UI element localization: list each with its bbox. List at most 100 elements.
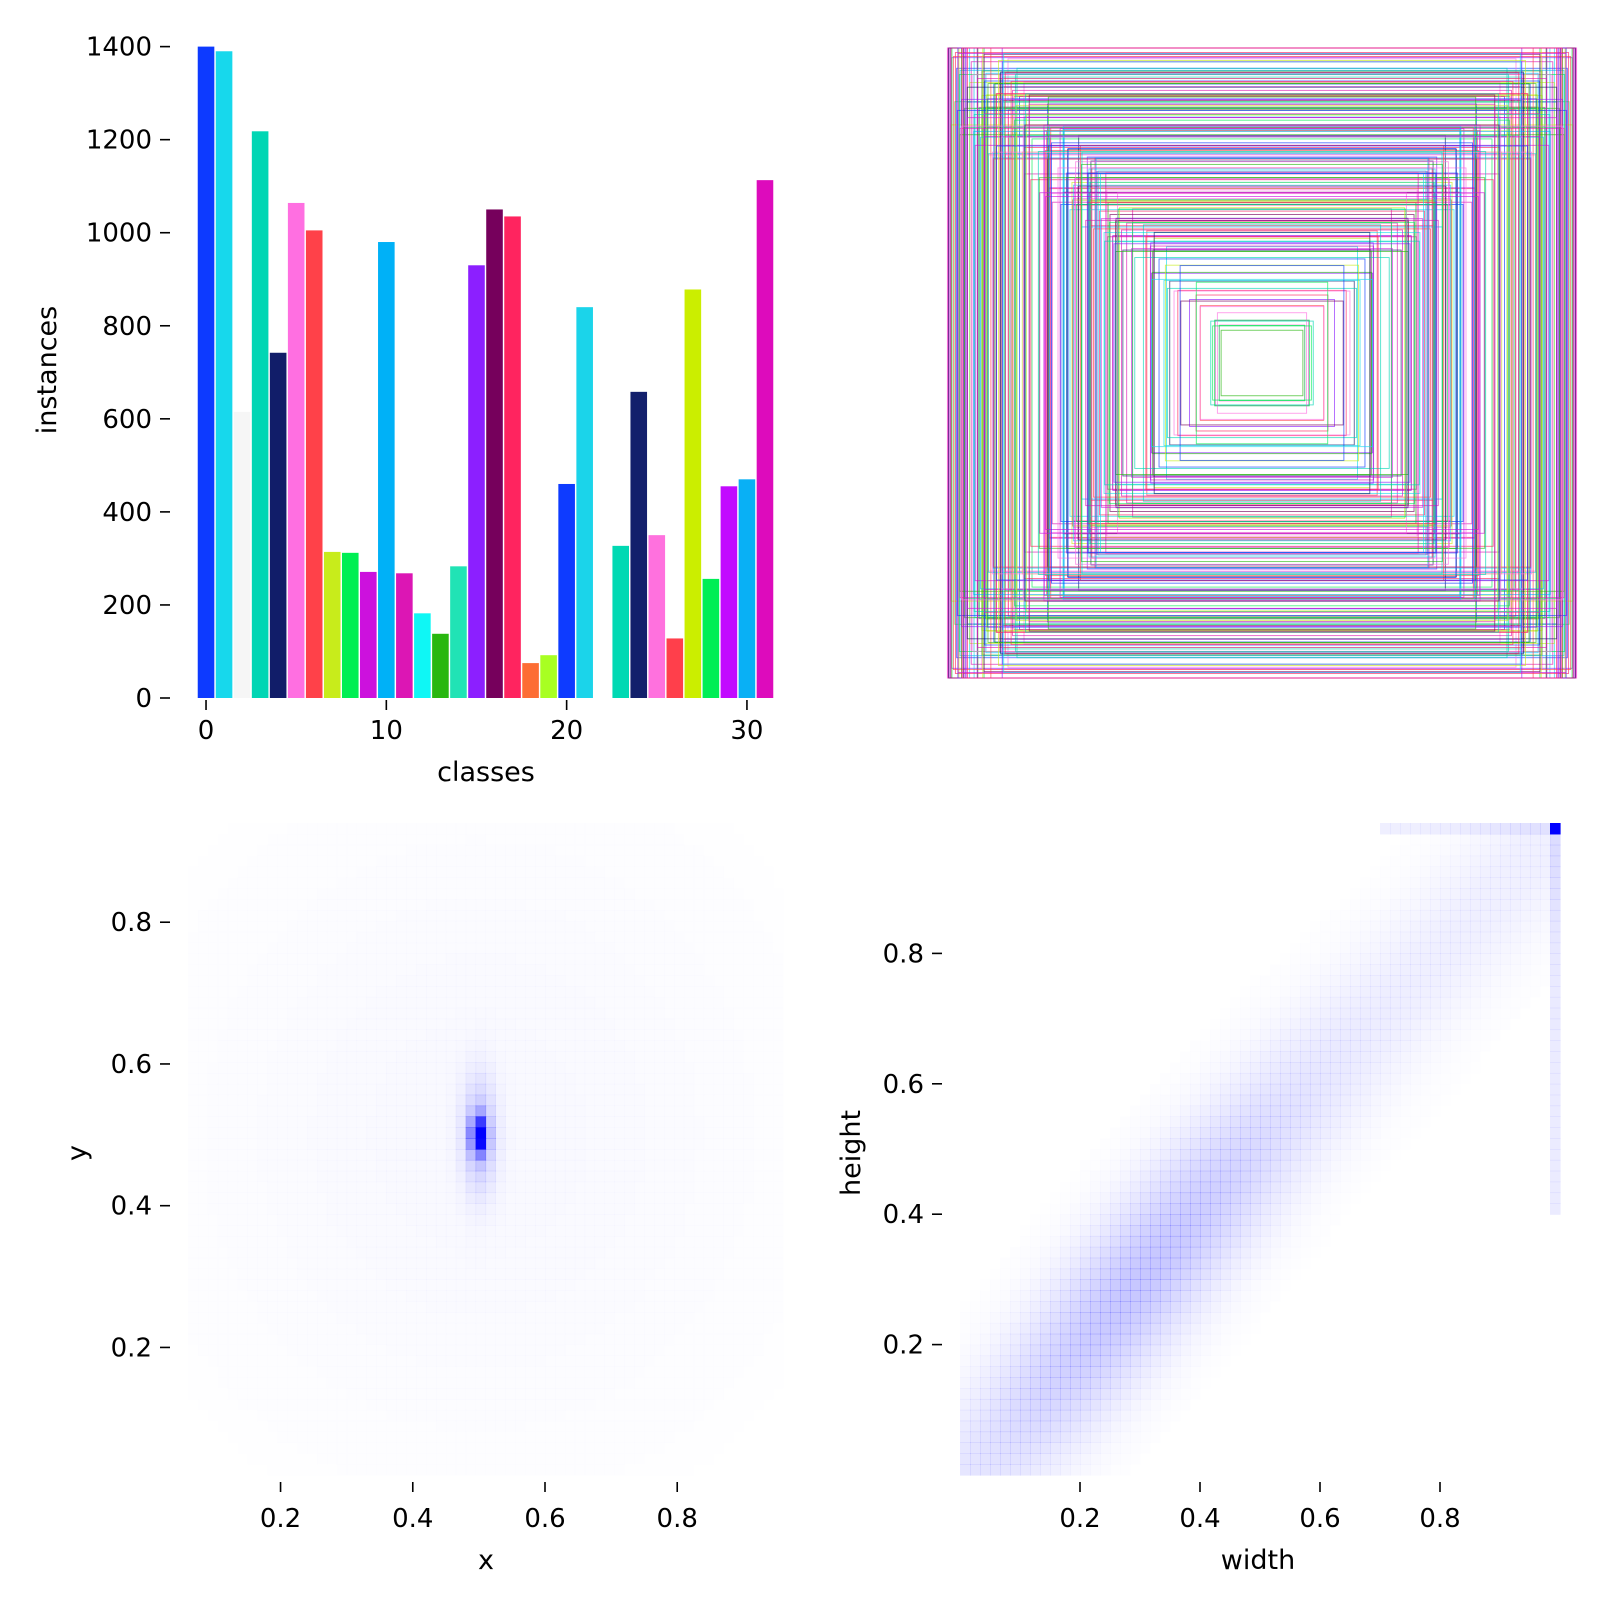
heatmap-cell bbox=[1130, 1159, 1141, 1172]
heatmap-cell bbox=[367, 964, 378, 975]
heatmap-cell bbox=[585, 899, 596, 910]
heatmap-cell bbox=[466, 1214, 477, 1225]
heatmap-cell bbox=[634, 1236, 645, 1247]
heatmap-cell bbox=[436, 1388, 447, 1399]
heatmap-cell bbox=[1210, 1094, 1221, 1107]
heatmap-cell bbox=[317, 1355, 328, 1366]
heatmap-cell bbox=[456, 910, 467, 921]
heatmap-cell bbox=[1080, 1453, 1091, 1464]
heatmap-cell bbox=[1260, 1225, 1271, 1237]
heatmap-cell bbox=[287, 1084, 298, 1095]
heatmap-cell bbox=[228, 1301, 239, 1312]
heatmap-cell bbox=[614, 1051, 625, 1062]
heatmap-cell bbox=[1030, 1453, 1041, 1465]
heatmap-cell bbox=[386, 1236, 397, 1247]
heatmap-cell bbox=[267, 866, 278, 877]
heatmap-cell bbox=[1320, 1018, 1331, 1031]
heatmap-cell bbox=[733, 1301, 744, 1312]
heatmap-cell bbox=[1150, 1127, 1161, 1138]
heatmap-cell bbox=[257, 1312, 268, 1323]
heatmap-cell bbox=[1230, 1149, 1241, 1161]
heatmap-cell bbox=[704, 823, 715, 834]
heatmap-cell bbox=[337, 1214, 348, 1225]
heatmap-cell bbox=[376, 1236, 387, 1247]
heatmap-cell bbox=[1090, 1464, 1101, 1475]
heatmap-cell bbox=[1140, 1377, 1151, 1389]
heatmap-cell bbox=[198, 1182, 209, 1193]
heatmap-cell bbox=[495, 888, 506, 899]
heatmap-cell bbox=[446, 1225, 457, 1236]
heatmap-cell bbox=[188, 877, 199, 888]
heatmap-cell bbox=[248, 823, 259, 834]
heatmap-cell bbox=[1280, 1279, 1291, 1290]
heatmap-cell bbox=[396, 1225, 407, 1236]
heatmap-cell bbox=[614, 1312, 625, 1323]
heatmap-cell bbox=[347, 1182, 358, 1193]
heatmap-cell bbox=[238, 921, 249, 932]
heatmap-cell bbox=[684, 899, 695, 910]
heatmap-cell bbox=[436, 1453, 447, 1464]
heatmap-cell bbox=[347, 1236, 358, 1247]
heatmap-cell bbox=[416, 986, 427, 997]
heatmap-cell bbox=[990, 1323, 1001, 1334]
heatmap-cell bbox=[337, 1247, 348, 1258]
heatmap-cell bbox=[970, 1431, 981, 1443]
heatmap-cell bbox=[763, 1160, 774, 1171]
heatmap-cell bbox=[624, 964, 635, 975]
heatmap-cell bbox=[1230, 1301, 1241, 1312]
heatmap-cell bbox=[763, 1029, 774, 1040]
heatmap-cell bbox=[724, 1171, 735, 1182]
heatmap-cell bbox=[1030, 1442, 1041, 1454]
heatmap-cell bbox=[605, 1029, 616, 1040]
heatmap-cell bbox=[248, 1236, 259, 1247]
heatmap-cell bbox=[208, 964, 219, 975]
heatmap-cell bbox=[644, 953, 655, 964]
heatmap-cell bbox=[1060, 1388, 1071, 1400]
heatmap-cell bbox=[684, 1410, 695, 1421]
heatmap-cell bbox=[585, 932, 596, 943]
heatmap-cell bbox=[733, 1388, 744, 1399]
heatmap-cell bbox=[545, 1019, 556, 1030]
y-tick-label: 200 bbox=[102, 591, 152, 621]
heatmap-cell bbox=[505, 1116, 516, 1127]
heatmap-cell bbox=[1050, 1377, 1061, 1389]
heatmap-cell bbox=[1100, 1257, 1111, 1270]
heatmap-cell bbox=[694, 1345, 705, 1356]
heatmap-cell bbox=[416, 823, 427, 834]
heatmap-cell bbox=[1050, 1312, 1061, 1324]
heatmap-cell bbox=[565, 1019, 576, 1030]
heatmap-cell bbox=[277, 997, 288, 1008]
heatmap-cell bbox=[317, 997, 328, 1008]
y-axis-label-y: y bbox=[62, 1145, 93, 1161]
heatmap-cell bbox=[684, 964, 695, 975]
heatmap-cell bbox=[436, 1040, 447, 1051]
heatmap-cell bbox=[238, 1432, 249, 1443]
heatmap-cell bbox=[525, 997, 536, 1008]
heatmap-cell bbox=[1130, 1355, 1141, 1367]
heatmap-cell bbox=[1220, 1203, 1231, 1215]
heatmap-cell bbox=[307, 986, 318, 997]
heatmap-cell bbox=[624, 1334, 635, 1345]
heatmap-cell bbox=[763, 1236, 774, 1247]
heatmap-cell bbox=[1070, 1366, 1081, 1378]
heatmap-cell bbox=[1150, 1095, 1161, 1106]
heatmap-cell bbox=[446, 888, 457, 899]
heatmap-cell bbox=[455, 1149, 467, 1161]
heatmap-cell bbox=[555, 845, 566, 856]
heatmap-cell bbox=[456, 953, 467, 964]
heatmap-cell bbox=[1310, 1236, 1321, 1247]
heatmap-cell bbox=[694, 1149, 705, 1160]
heatmap-cell bbox=[1110, 1409, 1121, 1422]
heatmap-cell bbox=[575, 1247, 586, 1258]
heatmap-cell bbox=[485, 1072, 497, 1085]
heatmap-cell bbox=[1150, 1159, 1161, 1172]
heatmap-cell bbox=[337, 1432, 348, 1443]
heatmap-cell bbox=[694, 1051, 705, 1062]
heatmap-cell bbox=[1230, 1094, 1241, 1107]
heatmap-cell bbox=[575, 823, 586, 834]
heatmap-cell bbox=[406, 834, 417, 845]
heatmap-cell bbox=[960, 1464, 971, 1476]
heatmap-cell bbox=[406, 1399, 417, 1410]
heatmap-cell bbox=[960, 1420, 971, 1433]
heatmap-cell bbox=[714, 932, 725, 943]
